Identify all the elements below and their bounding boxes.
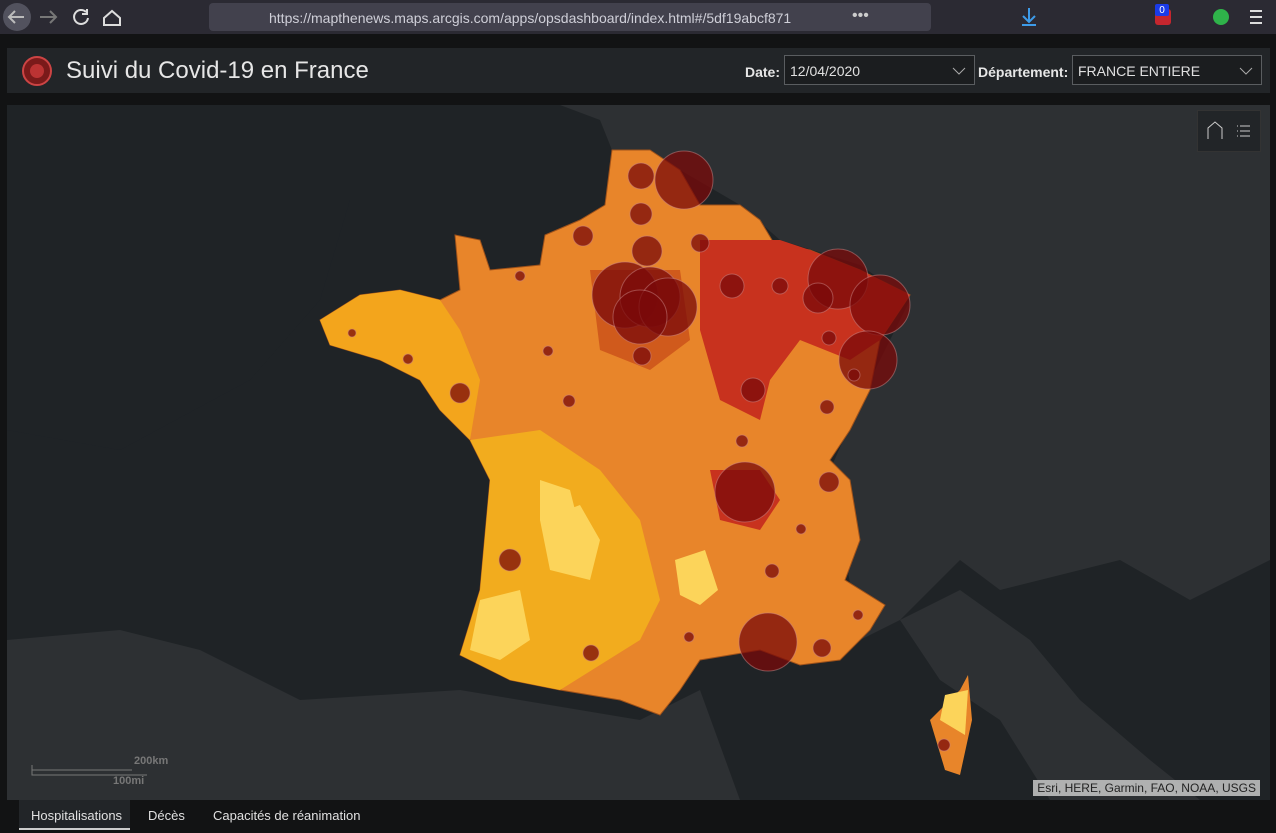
- extension-icons[interactable]: 0: [1010, 0, 1276, 34]
- browser-toolbar: https://mapthenews.maps.arcgis.com/apps/…: [0, 0, 1276, 34]
- url: https://mapthenews.maps.arcgis.com/apps/…: [269, 10, 792, 26]
- chevron: [1239, 67, 1253, 75]
- bubbles: [347, 150, 951, 752]
- dept-select[interactable]: FRANCE ENTIERE: [1072, 55, 1262, 85]
- tab[interactable]: Hospitalisations: [31, 808, 123, 823]
- tool-icons: [1207, 121, 1250, 139]
- scale-mi: 100mi: [113, 775, 145, 787]
- logo: [22, 56, 52, 86]
- scale-bar: [31, 765, 147, 776]
- map[interactable]: 200km 100mi Esri, HERE, Garmin, FAO, NOA…: [7, 105, 1270, 800]
- more-icon[interactable]: •••: [852, 7, 869, 24]
- tab[interactable]: Décès: [148, 808, 185, 823]
- dashboard-title: Suivi du Covid-19 en France: [66, 57, 369, 84]
- scale-km: 200km: [134, 755, 169, 767]
- date-label: Date:: [745, 64, 781, 80]
- dept-label: Département:: [978, 64, 1069, 80]
- active-tab-bg: [19, 800, 130, 830]
- map-layer: [7, 105, 1270, 800]
- nav-buttons[interactable]: [0, 0, 210, 34]
- date-value: 12/04/2020: [790, 63, 861, 79]
- attribution: Esri, HERE, Garmin, FAO, NOAA, USGS: [1033, 780, 1260, 796]
- date-select[interactable]: 12/04/2020: [784, 55, 975, 85]
- chevron: [952, 67, 966, 75]
- dept-value: FRANCE ENTIERE: [1078, 63, 1201, 79]
- tab-bar: Hospitalisations Décès Capacités de réan…: [0, 800, 1276, 833]
- dashboard-header: Suivi du Covid-19 en France Date: 12/04/…: [7, 48, 1270, 93]
- map-canvas: [7, 105, 1270, 800]
- map-tools[interactable]: [1197, 110, 1261, 152]
- url-bar[interactable]: https://mapthenews.maps.arcgis.com/apps/…: [209, 3, 931, 31]
- tab[interactable]: Capacités de réanimation: [213, 808, 361, 823]
- badge: 0: [1159, 5, 1165, 16]
